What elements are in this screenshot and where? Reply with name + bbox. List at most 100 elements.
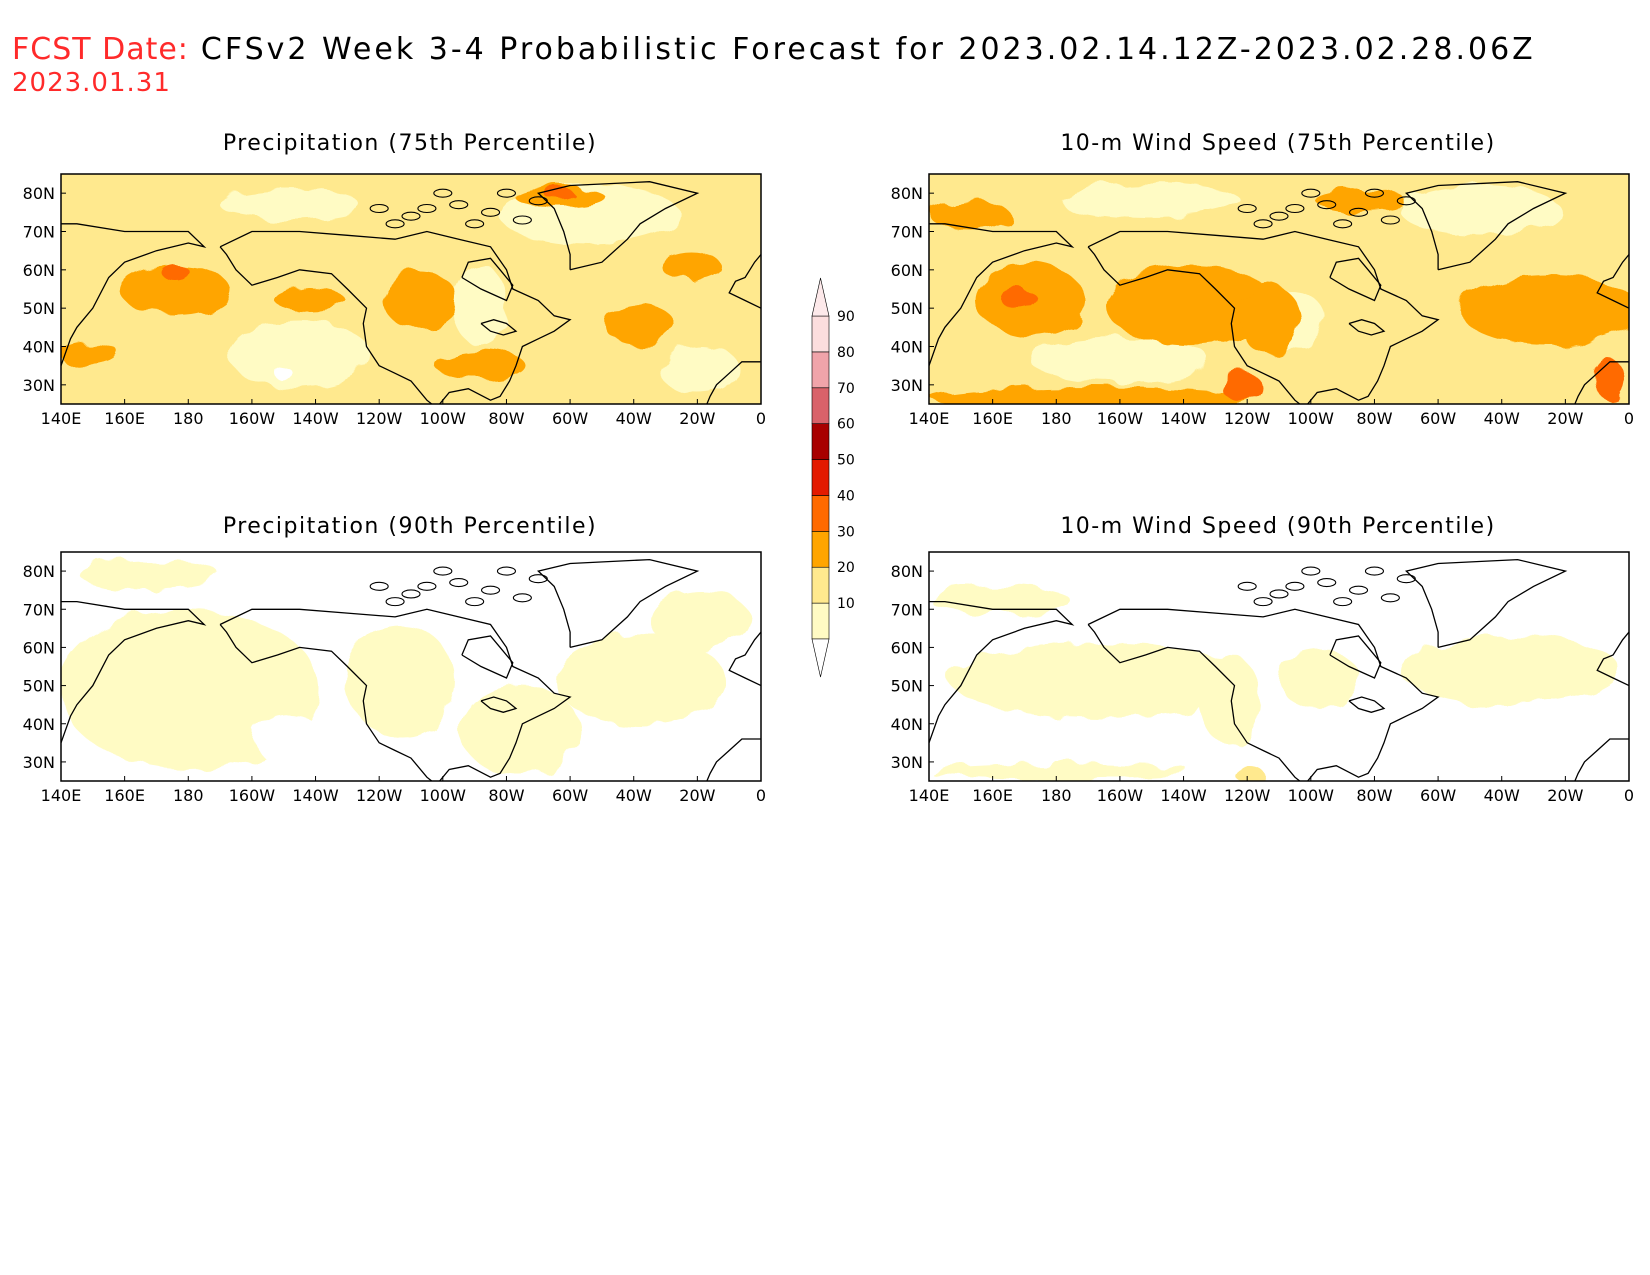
coastline	[1404, 181, 1568, 271]
map-wind-75	[929, 174, 1629, 404]
map-frame	[928, 551, 1630, 782]
panel-title-precip-75: Precipitation (75th Percentile)	[222, 131, 598, 156]
colorbar-label: 60	[837, 417, 855, 433]
lon-label: 120W	[356, 409, 403, 428]
lat-label: 70N	[891, 223, 923, 242]
arctic-island	[385, 597, 405, 607]
coastline	[461, 635, 514, 679]
arctic-island	[1253, 219, 1273, 229]
lat-label: 40N	[23, 338, 55, 357]
lat-label: 80N	[23, 562, 55, 581]
arctic-island	[1364, 566, 1385, 576]
coastline	[461, 257, 514, 302]
lon-label: 140E	[909, 786, 950, 805]
colorbar-swatch	[811, 531, 830, 568]
colorbar-label: 70	[837, 381, 855, 397]
arctic-island	[1301, 188, 1321, 198]
arctic-island	[512, 215, 532, 225]
coastline	[219, 608, 572, 781]
lon-label: 160W	[229, 409, 276, 428]
lon-label: 100W	[1288, 786, 1335, 805]
lat-label: 50N	[891, 677, 923, 696]
lon-label: 140W	[292, 786, 339, 805]
lon-label: 140E	[41, 409, 82, 428]
lat-label: 40N	[891, 338, 923, 357]
lon-label: 140E	[41, 786, 82, 805]
arctic-island	[449, 577, 469, 588]
coastline	[536, 558, 700, 649]
arctic-island	[480, 207, 501, 217]
arctic-island	[465, 219, 485, 229]
colorbar-swatch	[811, 495, 830, 532]
lat-label: 80N	[891, 562, 923, 581]
lon-label: 20W	[679, 409, 715, 428]
lon-label: 0	[756, 409, 766, 428]
arctic-island	[1333, 597, 1353, 607]
lon-label: 140W	[1160, 409, 1207, 428]
lon-label: 60W	[552, 786, 588, 805]
arctic-island	[1317, 200, 1337, 210]
lon-label: 80W	[1356, 786, 1392, 805]
lon-label: 20W	[1547, 786, 1583, 805]
lon-label: 160E	[104, 786, 145, 805]
coastline	[480, 696, 518, 713]
lat-label: 30N	[891, 376, 923, 395]
lon-label: 60W	[1420, 786, 1456, 805]
coastline	[61, 600, 207, 744]
arctic-island	[1285, 581, 1305, 591]
panel-title-wind-75: 10-m Wind Speed (75th Percentile)	[1060, 131, 1496, 156]
coastline	[728, 631, 761, 687]
map-frame	[60, 551, 762, 782]
arctic-island	[369, 203, 389, 214]
lat-label: 80N	[891, 184, 923, 203]
lon-label: 60W	[1420, 409, 1456, 428]
arctic-island	[1237, 203, 1257, 214]
colorbar-label: 80	[837, 345, 855, 361]
colorbar: 10 20 30 40 50 60 70 80 90	[811, 277, 855, 678]
coastline	[929, 223, 1075, 366]
map-overlay-1	[929, 181, 1629, 404]
colorbar-label: 50	[837, 453, 855, 469]
map-precip-75	[61, 174, 761, 404]
map-frame	[60, 173, 762, 405]
arctic-island	[1317, 577, 1337, 588]
arctic-island	[401, 211, 421, 221]
coastline	[706, 361, 761, 404]
panel-title-wind-90: 10-m Wind Speed (90th Percentile)	[1060, 514, 1496, 539]
arctic-island	[1396, 574, 1416, 584]
lon-label: 40W	[616, 409, 652, 428]
fcst-date: 2023.01.31	[12, 68, 171, 98]
lon-label: 40W	[1484, 409, 1520, 428]
fcst-label: FCST Date:	[12, 32, 189, 67]
colorbar-top-arrow	[811, 277, 830, 317]
lat-label: 30N	[23, 376, 55, 395]
arctic-island	[496, 566, 517, 576]
lat-label: 50N	[891, 299, 923, 318]
colorbar-label: 30	[837, 524, 855, 540]
lon-label: 180	[1041, 786, 1072, 805]
arctic-island	[528, 574, 548, 584]
lon-label: 0	[1624, 786, 1634, 805]
arctic-island	[480, 585, 501, 595]
lat-label: 70N	[23, 223, 55, 242]
coastline	[1574, 738, 1629, 781]
arctic-island	[1237, 581, 1257, 591]
coastline	[61, 223, 207, 366]
arctic-island	[401, 589, 421, 599]
arctic-island	[1348, 207, 1369, 217]
arctic-island	[1285, 203, 1305, 214]
arctic-island	[1301, 566, 1321, 576]
lon-label: 60W	[552, 409, 588, 428]
lon-label: 120W	[1224, 409, 1271, 428]
lon-label: 0	[756, 786, 766, 805]
colorbar-swatch	[811, 423, 830, 460]
arctic-island	[1333, 219, 1353, 229]
coastline	[1574, 361, 1629, 404]
lon-label: 140W	[292, 409, 339, 428]
colorbar-swatch	[811, 566, 830, 604]
lon-label: 40W	[1484, 786, 1520, 805]
arctic-island	[433, 566, 453, 576]
arctic-island	[1269, 211, 1289, 221]
coastline	[536, 181, 700, 271]
lon-label: 180	[1041, 409, 1072, 428]
